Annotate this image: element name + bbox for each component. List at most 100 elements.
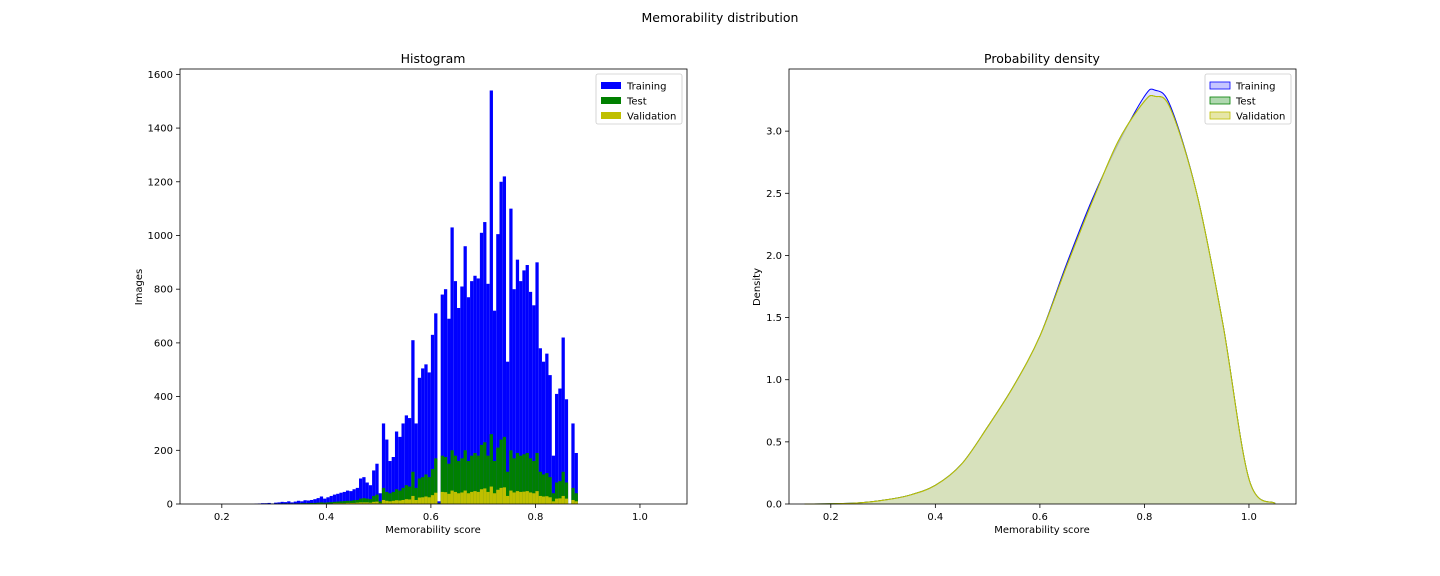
histogram-bar [339, 501, 343, 504]
histogram-bar [470, 455, 474, 504]
legend-label: Test [626, 97, 647, 108]
histogram-title: Histogram [401, 51, 466, 66]
histogram-bar [427, 497, 431, 504]
histogram-bar [349, 500, 353, 504]
histogram-bar [447, 493, 451, 504]
histogram-bar [287, 501, 291, 504]
histogram-bar [473, 491, 477, 504]
histogram-bar [506, 471, 510, 504]
histogram-bar [362, 502, 366, 504]
histogram-bar [538, 348, 542, 504]
histogram-bar [372, 501, 376, 504]
histogram-bar [515, 452, 520, 504]
x-tick-label: 0.8 [1136, 512, 1152, 523]
histogram-bar [388, 501, 392, 504]
histogram-bar [571, 499, 575, 504]
histogram-bar [391, 500, 395, 504]
histogram-bar [398, 490, 402, 504]
histogram-bar [398, 500, 402, 504]
histogram-bar [492, 493, 497, 504]
histogram-bar [326, 497, 330, 504]
histogram-bar [502, 487, 507, 504]
histogram-bar [319, 502, 324, 504]
histogram-bar [496, 447, 500, 504]
histogram-bar [496, 234, 500, 504]
histogram-bar [453, 281, 458, 504]
histogram-bar [440, 455, 444, 504]
histogram-bar [548, 477, 552, 504]
histogram-bar [561, 337, 565, 504]
histogram-bar [528, 291, 533, 504]
histogram-bar [310, 502, 314, 504]
histogram-bars [254, 90, 578, 505]
histogram-bar [342, 503, 346, 504]
histogram-bar [509, 490, 513, 504]
histogram-bar [316, 502, 320, 504]
histogram-bar [411, 495, 415, 504]
histogram-bar [479, 444, 484, 504]
histogram-bar [499, 439, 503, 504]
histogram-bar [313, 502, 317, 504]
histogram-bar [492, 461, 497, 504]
histogram-bar [401, 487, 405, 504]
histogram-bar [483, 488, 487, 504]
histogram-bar [306, 500, 311, 504]
histogram-bar [434, 492, 438, 504]
histogram-bar [300, 501, 304, 504]
histogram-bar [489, 90, 493, 505]
histogram-bar [483, 222, 487, 505]
y-tick-label: 1.0 [766, 375, 782, 386]
histogram-bar [561, 495, 565, 504]
histogram-bar [519, 455, 523, 504]
histogram-bar [375, 463, 379, 504]
histogram-bar [525, 452, 529, 504]
histogram-bar [421, 497, 425, 504]
histogram-bar [329, 502, 333, 504]
y-tick-label: 3.0 [766, 127, 782, 138]
histogram-bar [509, 450, 513, 504]
histogram-bar [283, 502, 288, 504]
histogram-bar [463, 450, 467, 504]
histogram-bar [404, 485, 409, 504]
histogram-bar [430, 469, 435, 504]
y-tick-label: 2.0 [766, 251, 782, 262]
histogram-bar [496, 489, 500, 504]
histogram-bar [365, 482, 369, 504]
histogram-bar [404, 499, 409, 504]
legend-label: Test [1235, 97, 1256, 108]
histogram-bar [489, 486, 493, 504]
histogram-bar [368, 502, 373, 504]
histogram-bar [535, 452, 539, 504]
histogram-bar [463, 490, 467, 504]
histogram-bar [561, 471, 565, 504]
histogram-bar [345, 500, 350, 504]
histogram-bar [375, 501, 379, 504]
legend-label: Training [1235, 82, 1275, 93]
histogram-bar [555, 498, 559, 504]
histogram-y-ticks: 0 200 400 600 800 1000 1200 1400 1600 [148, 70, 180, 511]
x-tick-label: 1.0 [1241, 512, 1257, 523]
histogram-bar [323, 498, 327, 504]
histogram-bar [310, 499, 314, 504]
histogram-bar [332, 501, 337, 504]
histogram-bar [447, 318, 451, 504]
legend-swatch [601, 97, 621, 104]
histogram-bar [564, 399, 569, 504]
histogram-bar [470, 281, 474, 504]
histogram-bar [466, 493, 471, 504]
histogram-bar [541, 496, 546, 504]
histogram-bar [326, 502, 330, 504]
histogram-y-label: Images [134, 269, 145, 306]
histogram-bar [434, 313, 438, 504]
y-tick-label: 1400 [148, 124, 173, 135]
density-line [804, 94, 1276, 505]
histogram-bar [437, 503, 441, 504]
histogram-bar [417, 497, 422, 504]
histogram-bar [329, 495, 333, 504]
legend-label: Training [626, 82, 666, 93]
histogram-bar [427, 477, 431, 504]
histogram-bar [359, 498, 363, 504]
histogram-bar [545, 496, 549, 504]
histogram-bar [519, 281, 523, 504]
histogram-bar [391, 491, 395, 504]
